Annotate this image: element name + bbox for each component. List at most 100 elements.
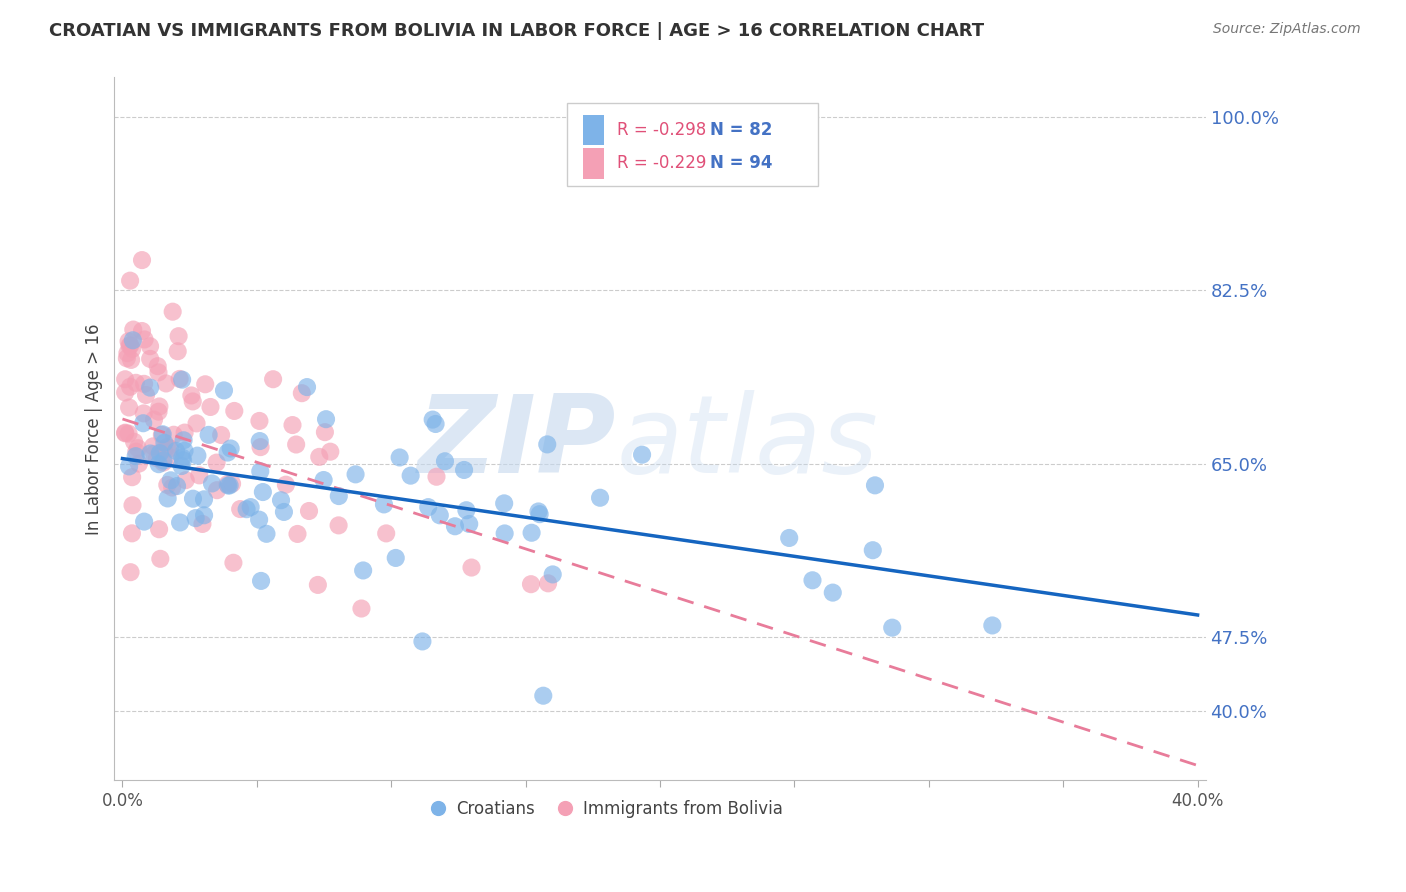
Point (531, 689, 554, 703)
Point (180, 388, 202, 402)
Point (307, 578, 329, 592)
Point (139, 446, 162, 460)
Text: R = -0.298: R = -0.298 (617, 121, 707, 139)
Point (287, 527, 309, 541)
Point (821, 585, 844, 599)
Point (149, 446, 172, 460)
Point (298, 504, 321, 518)
Point (148, 400, 170, 414)
Text: CROATIAN VS IMMIGRANTS FROM BOLIVIA IN LABOR FORCE | AGE > 16 CORRELATION CHART: CROATIAN VS IMMIGRANTS FROM BOLIVIA IN L… (49, 22, 984, 40)
Point (217, 478, 239, 492)
Point (270, 493, 292, 508)
Point (249, 440, 271, 454)
Point (222, 556, 245, 570)
Point (328, 489, 350, 503)
Text: atlas: atlas (616, 391, 879, 495)
Point (139, 351, 162, 366)
Point (352, 564, 374, 578)
Point (520, 577, 543, 591)
Point (122, 322, 145, 336)
Point (118, 459, 141, 474)
FancyBboxPatch shape (567, 103, 818, 186)
Point (291, 386, 314, 401)
Point (131, 253, 153, 268)
Point (536, 437, 558, 451)
Point (125, 376, 148, 390)
Point (139, 381, 162, 395)
Point (172, 450, 194, 465)
Point (117, 334, 139, 349)
Point (344, 467, 367, 482)
Point (193, 492, 215, 507)
Point (114, 425, 136, 440)
Point (862, 543, 884, 558)
Point (212, 384, 235, 398)
Point (273, 505, 295, 519)
Point (118, 338, 141, 352)
Point (631, 448, 654, 462)
Text: N = 82: N = 82 (710, 121, 773, 139)
Point (221, 476, 243, 491)
Point (882, 621, 904, 635)
Point (308, 450, 330, 464)
Point (121, 470, 143, 484)
Point (166, 344, 188, 359)
FancyBboxPatch shape (582, 114, 605, 145)
Point (132, 376, 155, 391)
Point (120, 565, 142, 579)
Point (117, 426, 139, 441)
Point (247, 513, 270, 527)
Point (249, 434, 271, 448)
Point (186, 449, 208, 463)
Point (350, 601, 373, 615)
Point (184, 511, 207, 525)
Point (494, 496, 516, 510)
Point (186, 417, 208, 431)
Point (143, 447, 166, 461)
Point (778, 531, 800, 545)
Point (120, 338, 142, 352)
Point (235, 502, 257, 516)
Point (589, 491, 612, 505)
Point (399, 468, 422, 483)
Legend: Croatians, Immigrants from Bolivia: Croatians, Immigrants from Bolivia (422, 793, 790, 825)
Point (453, 463, 475, 477)
Point (165, 444, 187, 458)
Point (218, 478, 240, 492)
Point (173, 434, 195, 448)
Point (139, 339, 162, 353)
Point (429, 508, 451, 523)
Point (250, 574, 273, 588)
Point (217, 445, 239, 459)
Point (200, 400, 222, 414)
Point (167, 329, 190, 343)
Point (197, 428, 219, 442)
Point (142, 439, 165, 453)
Point (181, 394, 204, 409)
Point (172, 453, 194, 467)
Point (205, 456, 228, 470)
Point (328, 518, 350, 533)
Point (125, 444, 148, 458)
Point (148, 365, 170, 379)
Point (456, 503, 478, 517)
Point (205, 483, 228, 498)
Point (134, 515, 156, 529)
Point (114, 426, 136, 441)
Point (209, 428, 232, 442)
Point (120, 274, 142, 288)
Point (131, 324, 153, 338)
Text: N = 94: N = 94 (710, 154, 773, 172)
Point (315, 412, 337, 426)
Point (494, 526, 516, 541)
Point (160, 481, 183, 495)
Point (460, 560, 482, 574)
Point (122, 434, 145, 449)
Point (132, 416, 155, 430)
Y-axis label: In Labor Force | Age > 16: In Labor Force | Age > 16 (86, 323, 103, 534)
Point (188, 468, 211, 483)
Point (173, 443, 195, 458)
FancyBboxPatch shape (582, 148, 605, 178)
Point (146, 359, 169, 373)
Point (252, 485, 274, 500)
